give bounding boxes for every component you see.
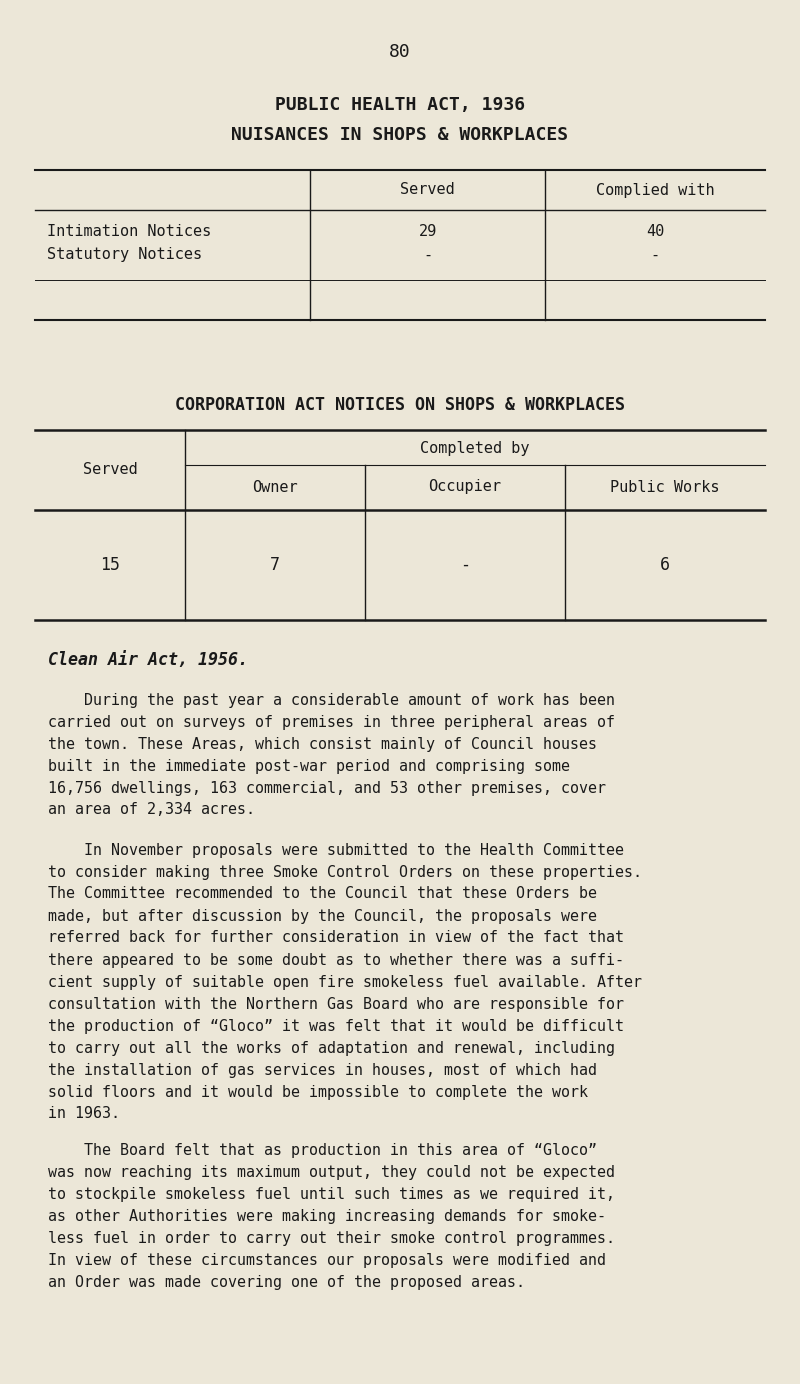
Text: 15: 15 (100, 556, 120, 574)
Text: Completed by: Completed by (420, 440, 530, 455)
Text: -: - (650, 248, 659, 263)
Text: to carry out all the works of adaptation and renewal, including: to carry out all the works of adaptation… (48, 1041, 615, 1056)
Text: to stockpile smokeless fuel until such times as we required it,: to stockpile smokeless fuel until such t… (48, 1186, 615, 1201)
Text: less fuel in order to carry out their smoke control programmes.: less fuel in order to carry out their sm… (48, 1230, 615, 1246)
Text: the town. These Areas, which consist mainly of Council houses: the town. These Areas, which consist mai… (48, 736, 597, 752)
Text: 80: 80 (389, 43, 411, 61)
Text: PUBLIC HEALTH ACT, 1936: PUBLIC HEALTH ACT, 1936 (275, 95, 525, 113)
Text: Occupier: Occupier (429, 479, 502, 494)
Text: 16,756 dwellings, 163 commercial, and 53 other premises, cover: 16,756 dwellings, 163 commercial, and 53… (48, 781, 606, 796)
Text: made, but after discussion by the Council, the proposals were: made, but after discussion by the Counci… (48, 908, 597, 923)
Text: an Order was made covering one of the proposed areas.: an Order was made covering one of the pr… (48, 1275, 525, 1290)
Text: CORPORATION ACT NOTICES ON SHOPS & WORKPLACES: CORPORATION ACT NOTICES ON SHOPS & WORKP… (175, 396, 625, 414)
Text: the production of “Gloco” it was felt that it would be difficult: the production of “Gloco” it was felt th… (48, 1019, 624, 1034)
Text: 40: 40 (646, 224, 664, 239)
Text: Served: Served (82, 462, 138, 477)
Text: NUISANCES IN SHOPS & WORKPLACES: NUISANCES IN SHOPS & WORKPLACES (231, 126, 569, 144)
Text: -: - (460, 556, 470, 574)
Text: an area of 2,334 acres.: an area of 2,334 acres. (48, 803, 255, 818)
Text: -: - (423, 248, 432, 263)
Text: cient supply of suitable open fire smokeless fuel available. After: cient supply of suitable open fire smoke… (48, 974, 642, 990)
Text: Complied with: Complied with (596, 183, 714, 198)
Text: Clean Air Act, 1956.: Clean Air Act, 1956. (48, 650, 248, 668)
Text: 6: 6 (660, 556, 670, 574)
Text: In November proposals were submitted to the Health Committee: In November proposals were submitted to … (48, 843, 624, 858)
Text: referred back for further consideration in view of the fact that: referred back for further consideration … (48, 930, 624, 945)
Text: consultation with the Northern Gas Board who are responsible for: consultation with the Northern Gas Board… (48, 996, 624, 1012)
Text: as other Authorities were making increasing demands for smoke-: as other Authorities were making increas… (48, 1208, 606, 1223)
Text: In view of these circumstances our proposals were modified and: In view of these circumstances our propo… (48, 1253, 606, 1268)
Text: was now reaching its maximum output, they could not be expected: was now reaching its maximum output, the… (48, 1164, 615, 1179)
Text: Public Works: Public Works (610, 479, 720, 494)
Text: 29: 29 (418, 224, 437, 239)
Text: the installation of gas services in houses, most of which had: the installation of gas services in hous… (48, 1063, 597, 1078)
Text: 7: 7 (270, 556, 280, 574)
Text: solid floors and it would be impossible to complete the work: solid floors and it would be impossible … (48, 1085, 588, 1099)
Text: Statutory Notices: Statutory Notices (47, 248, 202, 263)
Text: to consider making three Smoke Control Orders on these properties.: to consider making three Smoke Control O… (48, 865, 642, 879)
Text: During the past year a considerable amount of work has been: During the past year a considerable amou… (48, 692, 615, 707)
Text: The Committee recommended to the Council that these Orders be: The Committee recommended to the Council… (48, 887, 597, 901)
Text: Owner: Owner (252, 479, 298, 494)
Text: in 1963.: in 1963. (48, 1106, 120, 1121)
Text: built in the immediate post-war period and comprising some: built in the immediate post-war period a… (48, 758, 570, 774)
Text: Intimation Notices: Intimation Notices (47, 224, 211, 239)
Text: there appeared to be some doubt as to whether there was a suffi-: there appeared to be some doubt as to wh… (48, 952, 624, 967)
Text: carried out on surveys of premises in three peripheral areas of: carried out on surveys of premises in th… (48, 714, 615, 729)
Text: Served: Served (400, 183, 455, 198)
Text: The Board felt that as production in this area of “Gloco”: The Board felt that as production in thi… (48, 1143, 597, 1157)
